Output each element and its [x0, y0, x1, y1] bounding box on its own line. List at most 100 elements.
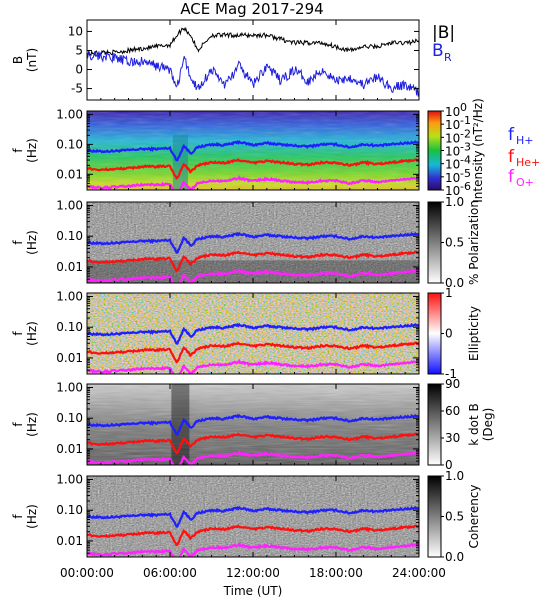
xtick-label: 12:00:00 — [226, 566, 280, 580]
ytick-label: 0.10 — [56, 137, 83, 151]
ytick-label: 0.10 — [56, 229, 83, 243]
colorbar-tick-exp: -2 — [460, 127, 471, 140]
colorbar-tick-exp: 0 — [460, 101, 467, 114]
series-f-h-line — [87, 505, 419, 528]
colorbar-label: k dot B — [467, 403, 481, 445]
chart-title: ACE Mag 2017-294 — [180, 0, 323, 18]
colorbar-tick-label: 0 — [445, 458, 453, 472]
colorbar-tick-label: 10 — [445, 105, 460, 119]
legend-b-total: |B| — [432, 23, 455, 43]
panel-kdotb: f (Hz) 1.00 0.10 0.01 90 60 30 0 k dot B (Deg) — [11, 377, 495, 472]
spectrogram-polarization — [87, 202, 419, 283]
colorbar-tick-label: 0.0 — [445, 276, 464, 290]
ytick-label: 1.00 — [56, 199, 83, 213]
colorbar-kdotb — [427, 383, 442, 466]
series-f-he-line — [87, 250, 419, 273]
colorbar-coherency — [427, 475, 442, 558]
xtick-label: 06:00:00 — [143, 566, 197, 580]
ytick-label: -5 — [71, 82, 83, 96]
x-axis: 00:00:00 06:00:00 12:00:00 18:00:00 24:00:00… — [60, 566, 446, 598]
spectrogram-kdotb — [87, 384, 419, 465]
panel-intensity-ylabel-units: (Hz) — [25, 138, 39, 163]
panel-polarization-ylabel: f — [11, 240, 25, 245]
colorbar-ellipticity — [427, 292, 442, 375]
colorbar-label: Ellipticity — [467, 306, 481, 361]
series-f-o-line — [87, 358, 419, 374]
ytick-label: 0.01 — [56, 167, 83, 181]
colorbar-tick-exp: -1 — [460, 114, 471, 127]
colorbar-tick-label: 1.0 — [445, 469, 464, 483]
legend-f-o-sub: O+ — [516, 176, 534, 189]
colorbar-tick-label: 90 — [445, 377, 460, 391]
colorbar-label-units: (Deg) — [481, 408, 495, 442]
spectrogram-event — [172, 134, 188, 190]
series-b-total-line — [87, 26, 419, 57]
colorbar-tick-label: 10 — [445, 131, 460, 145]
legend-f-h-sub: H+ — [516, 134, 534, 147]
series-f-h-line — [87, 322, 419, 345]
xtick-label: 24:00:00 — [392, 566, 446, 580]
ytick-label: 10 — [68, 24, 83, 38]
legend-b-r: B — [432, 41, 444, 61]
colorbar-tick-label: 10 — [445, 118, 460, 132]
colorbar-polarization — [427, 201, 442, 284]
panel-ellipticity: f (Hz) 1.00 0.10 0.01 1 0 -1 Ellipticity — [11, 286, 481, 381]
ytick-label: 0.01 — [56, 534, 83, 548]
colorbar-tick-label: 0.0 — [445, 550, 464, 564]
colorbar-tick-label: 10 — [445, 158, 460, 172]
series-f-he-line — [87, 432, 419, 455]
legend-f-h: f — [508, 125, 515, 145]
series-f-o-line — [87, 267, 419, 283]
legend-b-r-sub: R — [444, 51, 452, 64]
colorbar-tick-label: 30 — [445, 431, 460, 445]
panel-kdotb-ylabel: f — [11, 422, 25, 427]
colorbar-tick-label: 0.5 — [445, 510, 464, 524]
series-f-o-line — [87, 449, 419, 465]
legend-f-he-sub: He+ — [516, 156, 540, 169]
series-f-he-line — [87, 158, 419, 180]
colorbar-tick-exp: -5 — [460, 167, 471, 180]
ytick-label: 0.01 — [56, 351, 83, 365]
series-f-h-line — [87, 140, 419, 162]
panel-ellipticity-ylabel-units: (Hz) — [25, 321, 39, 346]
series-b-r-line — [87, 49, 419, 97]
spectrogram-intensity — [87, 111, 419, 190]
colorbar-tick-label: 0.5 — [445, 236, 464, 250]
x-axis-label: Time (UT) — [223, 584, 283, 598]
panel-field-ylabel: B — [11, 56, 25, 64]
panel-ellipticity-ylabel: f — [11, 331, 25, 336]
ytick-label: 0 — [75, 63, 83, 77]
colorbar-tick-label: -1 — [445, 367, 457, 381]
series-f-o-line — [87, 175, 419, 190]
legend-f-o: f — [508, 167, 515, 187]
panel-intensity-ylabel: f — [11, 148, 25, 153]
spectrogram-ellipticity — [87, 293, 419, 374]
ytick-label: 0.01 — [56, 260, 83, 274]
colorbar-tick-exp: -3 — [460, 141, 471, 154]
panel-field-ylabel-units: (nT) — [25, 48, 39, 72]
ytick-label: 1.00 — [56, 381, 83, 395]
xtick-label: 18:00:00 — [309, 566, 363, 580]
ytick-label: 0.10 — [56, 503, 83, 517]
panel-kdotb-ylabel-units: (Hz) — [25, 412, 39, 437]
series-f-he-line — [87, 341, 419, 364]
colorbar-tick-label: 1 — [445, 286, 453, 300]
ytick-label: 5 — [75, 43, 83, 57]
xtick-label: 00:00:00 — [60, 566, 114, 580]
colorbar-tick-label: 60 — [445, 404, 460, 418]
series-f-h-line — [87, 231, 419, 254]
series-f-h-line — [87, 413, 419, 436]
colorbar-label: Coherency — [467, 484, 481, 548]
colorbar-tick-label: 1.0 — [445, 195, 464, 209]
colorbar-label: Intensity (nT²/Hz) — [471, 98, 485, 203]
spectrogram-texture — [87, 111, 419, 190]
colorbar-tick-exp: -6 — [460, 180, 471, 193]
series-f-he-line — [87, 524, 419, 547]
ytick-label: 1.00 — [56, 473, 83, 487]
panel-polarization-ylabel-units: (Hz) — [25, 230, 39, 255]
